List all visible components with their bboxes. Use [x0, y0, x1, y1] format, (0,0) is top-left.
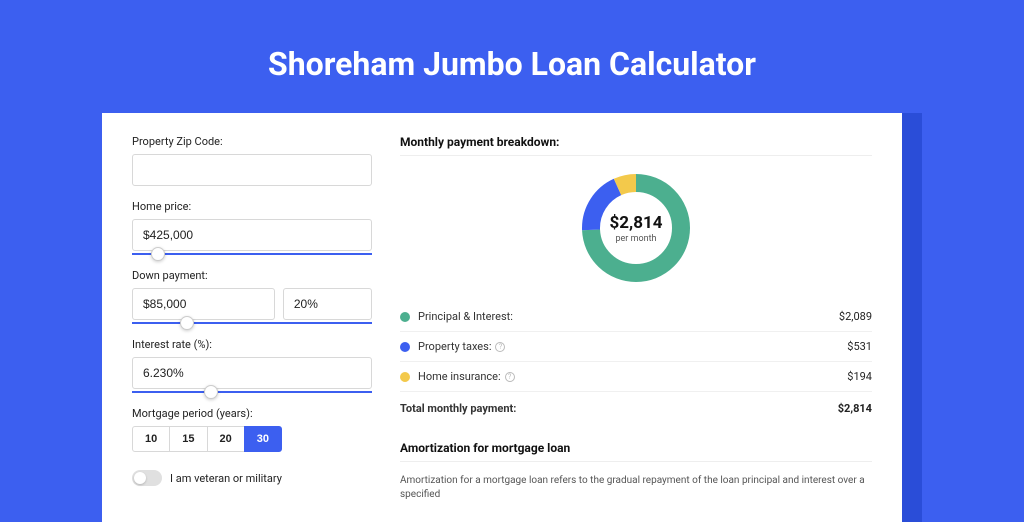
- zip-label: Property Zip Code:: [132, 135, 372, 148]
- breakdown-label: Home insurance:?: [418, 370, 847, 383]
- info-icon[interactable]: ?: [505, 372, 515, 382]
- down-payment-slider[interactable]: [132, 322, 372, 324]
- veteran-toggle-knob: [134, 472, 146, 484]
- veteran-toggle[interactable]: [132, 470, 162, 486]
- card-container: Property Zip Code: Home price: Down paym…: [102, 113, 922, 522]
- mortgage-period-10[interactable]: 10: [132, 426, 170, 452]
- breakdown-label: Property taxes:?: [418, 340, 847, 353]
- breakdown-title: Monthly payment breakdown:: [400, 135, 872, 149]
- breakdown-row: Home insurance:?$194: [400, 362, 872, 392]
- amortization-text: Amortization for a mortgage loan refers …: [400, 474, 872, 502]
- home-price-input[interactable]: [132, 219, 372, 251]
- page-title: Shoreham Jumbo Loan Calculator: [0, 45, 1024, 83]
- form-column: Property Zip Code: Home price: Down paym…: [132, 135, 372, 502]
- mortgage-period-group: 10152030: [132, 426, 372, 452]
- donut-amount: $2,814: [610, 213, 663, 233]
- breakdown-row: Principal & Interest:$2,089: [400, 302, 872, 332]
- donut-sublabel: per month: [615, 234, 656, 244]
- home-price-slider[interactable]: [132, 253, 372, 255]
- breakdown-value: $194: [847, 370, 872, 383]
- legend-dot: [400, 342, 410, 352]
- divider: [400, 461, 872, 462]
- interest-rate-slider[interactable]: [132, 391, 372, 393]
- mortgage-period-30[interactable]: 30: [244, 426, 282, 452]
- mortgage-period-15[interactable]: 15: [169, 426, 207, 452]
- down-payment-pct-input[interactable]: [283, 288, 372, 320]
- home-price-slider-thumb[interactable]: [151, 247, 165, 261]
- breakdown-row: Property taxes:?$531: [400, 332, 872, 362]
- down-payment-slider-thumb[interactable]: [180, 316, 194, 330]
- divider: [400, 155, 872, 156]
- breakdown-column: Monthly payment breakdown: $2,814 per mo…: [400, 135, 872, 502]
- breakdown-label: Principal & Interest:: [418, 310, 839, 323]
- breakdown-value: $2,089: [839, 310, 872, 323]
- payment-donut-chart: $2,814 per month: [576, 168, 696, 288]
- info-icon[interactable]: ?: [495, 342, 505, 352]
- total-label: Total monthly payment:: [400, 402, 838, 415]
- total-row: Total monthly payment: $2,814: [400, 392, 872, 423]
- amortization-title: Amortization for mortgage loan: [400, 441, 872, 455]
- veteran-label: I am veteran or military: [170, 472, 282, 485]
- total-value: $2,814: [838, 402, 872, 415]
- home-price-label: Home price:: [132, 200, 372, 213]
- mortgage-period-label: Mortgage period (years):: [132, 407, 372, 420]
- legend-dot: [400, 312, 410, 322]
- breakdown-value: $531: [847, 340, 872, 353]
- legend-dot: [400, 372, 410, 382]
- zip-input[interactable]: [132, 154, 372, 186]
- mortgage-period-20[interactable]: 20: [207, 426, 245, 452]
- down-payment-label: Down payment:: [132, 269, 372, 282]
- interest-rate-input[interactable]: [132, 357, 372, 389]
- interest-rate-slider-thumb[interactable]: [204, 385, 218, 399]
- interest-rate-label: Interest rate (%):: [132, 338, 372, 351]
- down-payment-input[interactable]: [132, 288, 275, 320]
